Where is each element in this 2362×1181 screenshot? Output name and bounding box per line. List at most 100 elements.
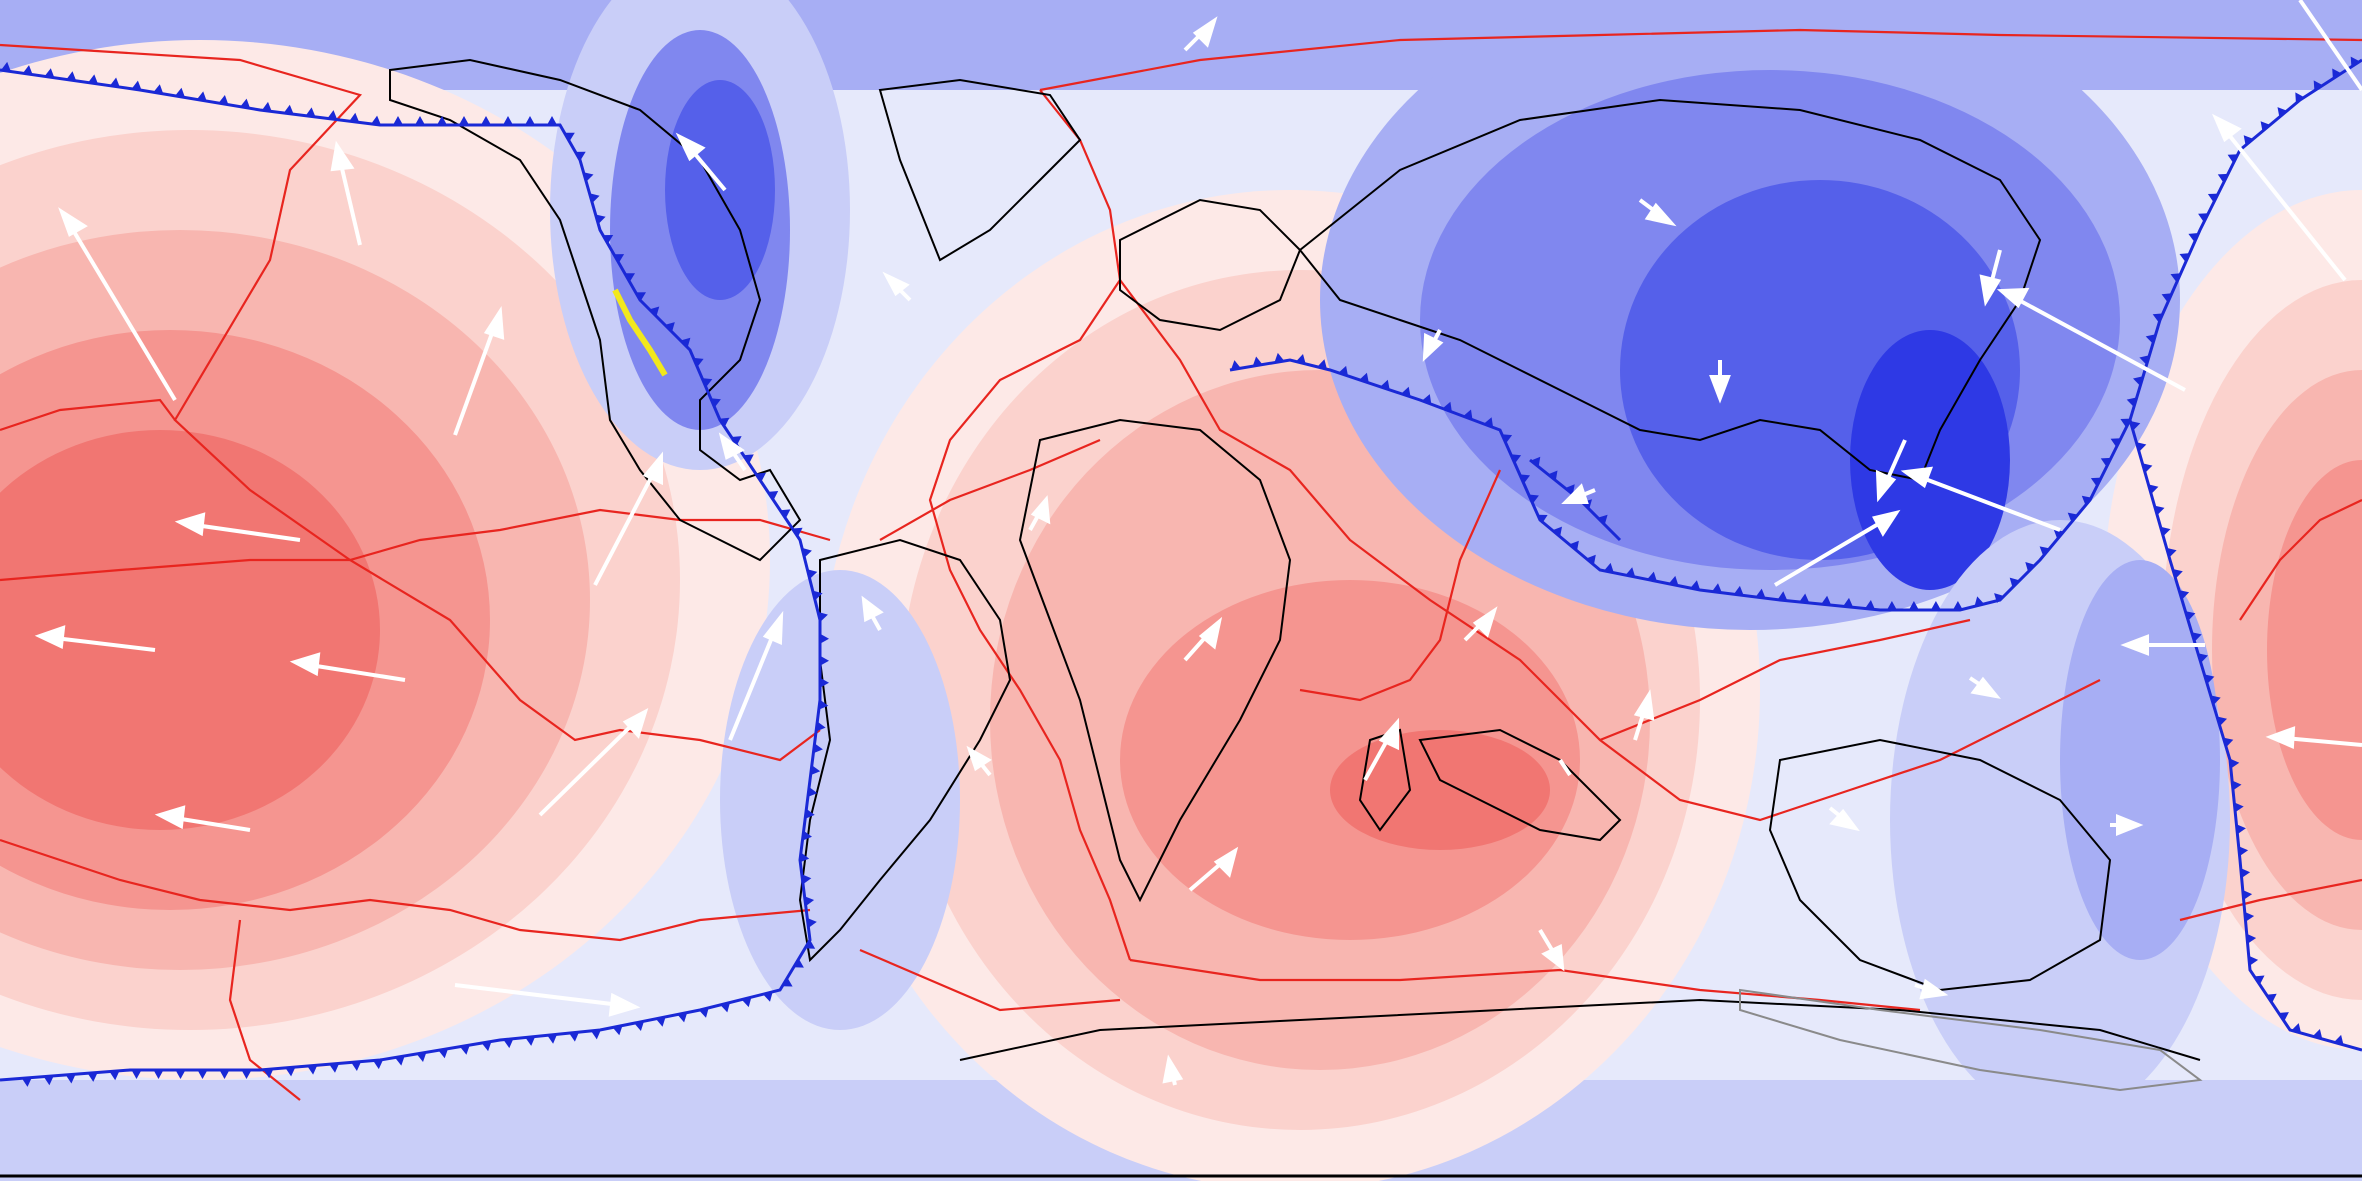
velocity-arrow — [1979, 249, 2002, 307]
subduction-tooth — [1552, 526, 1562, 537]
subduction-tooth — [240, 98, 251, 109]
subduction-tooth — [801, 874, 812, 885]
subduction-tooth — [624, 273, 635, 282]
subduction-tooth — [109, 1070, 120, 1081]
subduction-tooth — [1483, 417, 1494, 428]
subduction-tooth — [153, 84, 164, 94]
subduction-tooth — [1865, 600, 1875, 610]
subduction-tooth — [153, 1070, 164, 1079]
velocity-arrow — [454, 983, 641, 1017]
subduction-tooth — [816, 721, 826, 732]
velocity-arrow — [289, 652, 406, 682]
plate-boundary — [1129, 958, 1921, 1012]
velocity-arrow — [154, 805, 251, 832]
subduction-tooth — [693, 357, 704, 367]
subduction-tooth — [2333, 1034, 2344, 1045]
subduction-tooth — [2236, 824, 2246, 835]
velocity-arrow — [1561, 483, 1596, 504]
subduction-tooth — [1712, 583, 1722, 593]
subduction-tooth — [1755, 588, 1766, 599]
subduction-tooth — [719, 417, 730, 427]
subduction-tooth — [820, 633, 829, 644]
coastline-south-america — [798, 538, 1012, 963]
subduction-tooth — [2067, 512, 2078, 523]
subduction-tooth — [1799, 593, 1810, 603]
subduction-tooth — [1569, 540, 1579, 551]
subduction-tooth — [2243, 135, 2254, 146]
velocity-arrow — [58, 207, 177, 402]
pacific-high-5 — [0, 430, 380, 830]
subduction-tooth — [767, 491, 779, 501]
samerica-low-1 — [720, 570, 960, 1030]
plate-boundary — [0, 508, 831, 582]
coastline-greenland — [878, 78, 1082, 262]
subduction-tooth — [2133, 376, 2144, 386]
subduction-tooth — [677, 1012, 688, 1023]
subduction-tooth — [351, 1061, 362, 1071]
velocity-arrow — [861, 595, 884, 631]
subduction-tooth — [2246, 933, 2257, 944]
subduction-tooth — [1380, 379, 1390, 390]
subduction-tooth — [503, 116, 513, 125]
subduction-tooth — [1442, 401, 1452, 412]
subduction-tooth — [2145, 334, 2156, 344]
subduction-tooth — [699, 1007, 709, 1018]
subduction-tooth — [813, 743, 823, 754]
subduction-zone — [1229, 58, 2362, 612]
subduction-tooth — [503, 1038, 514, 1049]
subduction-tooth — [2188, 233, 2199, 243]
subduction-tooth — [2179, 590, 2190, 600]
coastline-antarctica-africa-block — [1418, 728, 1622, 842]
subduction-tooth — [818, 699, 829, 710]
subduction-tooth — [595, 214, 606, 225]
subduction-tooth — [547, 116, 557, 125]
velocity-arrow — [728, 610, 784, 741]
subduction-tooth — [2198, 213, 2209, 223]
subduction-tooth — [2291, 1023, 2302, 1034]
subduction-tooth — [307, 1065, 318, 1075]
coastline-australia — [1768, 738, 2112, 992]
subduction-tooth — [2179, 253, 2190, 263]
subduction-tooth — [807, 569, 818, 579]
subduction-tooth — [415, 116, 425, 125]
subduction-tooth — [2204, 674, 2215, 684]
subduction-tooth — [2166, 547, 2177, 558]
velocity-arrow — [882, 271, 912, 302]
subduction-tooth — [219, 1070, 230, 1079]
subduction-tooth — [613, 254, 625, 263]
plate-boundary — [928, 89, 1132, 961]
subduction-tooth — [481, 116, 491, 125]
subduction-tooth — [807, 787, 818, 797]
subduction-tooth — [731, 436, 742, 446]
subduction-tooth — [1843, 597, 1854, 608]
subduction-tooth — [575, 151, 586, 161]
subduction-tooth — [1994, 593, 2004, 603]
subduction-tooth — [2185, 611, 2196, 621]
subduction-teeth — [1, 56, 2360, 1087]
subduction-tooth — [2120, 418, 2131, 428]
subduction-tooth — [1565, 484, 1575, 495]
subduction-tooth — [2053, 529, 2064, 540]
velocity-arrow — [1633, 689, 1655, 741]
subduction-tooth — [805, 808, 815, 819]
subduction-tooth — [2148, 484, 2159, 494]
subduction-tooth — [2136, 442, 2147, 452]
subduction-tooth — [799, 852, 810, 863]
subduction-tooth — [820, 655, 829, 666]
plate-boundary — [859, 948, 1121, 1012]
subduction-tooth — [2232, 780, 2242, 791]
subduction-tooth — [1463, 409, 1473, 420]
subduction-tooth — [1231, 360, 1241, 370]
subduction-tooth — [2130, 421, 2141, 431]
velocity-arrow — [1188, 846, 1239, 892]
velocity-arrow — [1538, 928, 1565, 972]
subduction-tooth — [2229, 758, 2240, 769]
subduction-tooth — [1421, 394, 1432, 405]
velocity-arrow — [2265, 726, 2362, 749]
subduction-tooth — [612, 1025, 623, 1036]
subduction-tooth — [818, 611, 828, 622]
velocity-arrow — [1183, 616, 1223, 662]
subduction-tooth — [2260, 121, 2271, 132]
